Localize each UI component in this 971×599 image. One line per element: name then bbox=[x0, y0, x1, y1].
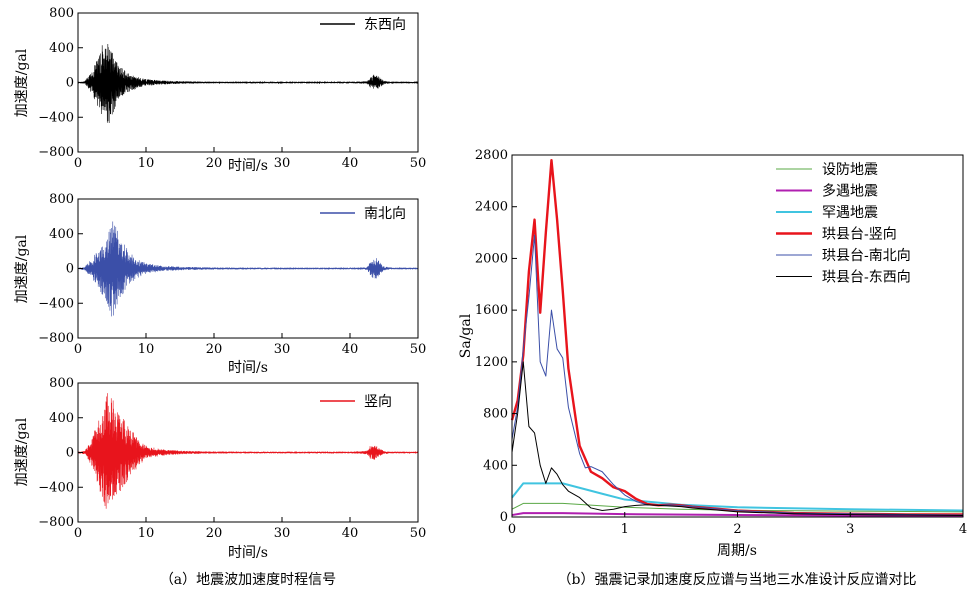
ew-x-tick-label: 40 bbox=[342, 156, 359, 171]
v-y-axis-label: 加速度/gal bbox=[14, 417, 30, 486]
v-y-tick-label: −800 bbox=[38, 515, 74, 530]
spectrum-y-tick-label: 0 bbox=[500, 510, 508, 525]
spectrum-x-tick-label: 2 bbox=[733, 522, 741, 537]
spectrum-axis-ticks: 0 400 800 1200 1600 2000 2400 2800 0 1 2 3 4 bbox=[475, 148, 967, 537]
ns-y-tick-label: −800 bbox=[38, 331, 74, 346]
ew-y-tick-label: −800 bbox=[38, 145, 74, 160]
ns-legend-label: 南北向 bbox=[364, 206, 406, 222]
ns-y-tick-label: −400 bbox=[38, 296, 74, 311]
v-waveform-line bbox=[77, 393, 419, 509]
ew-plot-area bbox=[77, 43, 419, 124]
spectrum-y-tick-label: 2400 bbox=[475, 200, 508, 215]
caption-a: （a）地震波加速度时程信号 bbox=[160, 572, 336, 588]
spectrum-y-tick-label: 400 bbox=[483, 458, 508, 473]
ns-y-tick-label: 800 bbox=[49, 192, 74, 207]
gongxian-ew-legend-label: 珙县台-东西向 bbox=[822, 270, 911, 286]
v-x-tick-label: 10 bbox=[138, 526, 155, 541]
v-y-tick-label: 800 bbox=[49, 376, 74, 391]
ew-y-tick-label: 800 bbox=[49, 6, 74, 21]
ns-y-tick-label: 400 bbox=[49, 227, 74, 242]
ns-x-tick-label: 40 bbox=[342, 342, 359, 357]
ew-y-tick-label: 0 bbox=[66, 76, 74, 91]
v-x-tick-label: 30 bbox=[274, 526, 291, 541]
gongxian-vertical-spectrum-line bbox=[510, 158, 963, 516]
ew-legend-label: 东西向 bbox=[364, 17, 406, 33]
v-x-tick-label: 50 bbox=[410, 526, 427, 541]
frequent-legend-label: 多遇地震 bbox=[822, 183, 878, 200]
spectrum-x-tick-label: 4 bbox=[959, 522, 967, 537]
spectrum-y-tick-label: 2800 bbox=[475, 148, 508, 163]
gongxian-vertical-legend-label: 珙县台-竖向 bbox=[822, 227, 897, 243]
ns-x-axis-label: 时间/s bbox=[228, 360, 268, 376]
ns-waveform-line bbox=[77, 221, 419, 317]
rare-legend-label: 罕遇地震 bbox=[822, 205, 878, 221]
ew-waveform-line bbox=[77, 43, 419, 124]
ew-x-tick-label: 10 bbox=[138, 156, 155, 171]
spectrum-x-tick-label: 3 bbox=[846, 522, 854, 537]
v-plot-area bbox=[77, 393, 419, 509]
v-x-axis-label: 时间/s bbox=[228, 545, 268, 561]
design-basis-legend-label: 设防地震 bbox=[822, 162, 878, 178]
ns-x-tick-label: 10 bbox=[138, 342, 155, 357]
spectrum-y-tick-label: 1200 bbox=[475, 355, 508, 370]
v-x-tick-label: 40 bbox=[342, 526, 359, 541]
gongxian-ew-spectrum-line bbox=[511, 361, 964, 516]
rare-spectrum-line bbox=[511, 482, 964, 512]
ns-x-tick-label: 20 bbox=[206, 342, 223, 357]
design-basis-spectrum-line bbox=[511, 502, 964, 513]
spectrum-y-axis-label: Sa/gal bbox=[458, 313, 474, 358]
ew-x-axis-label: 时间/s bbox=[228, 158, 268, 174]
ew-x-tick-label: 20 bbox=[206, 156, 223, 171]
ns-y-tick-label: 0 bbox=[66, 262, 74, 277]
ew-x-tick-label: 0 bbox=[74, 156, 82, 171]
ew-x-tick-label: 30 bbox=[274, 156, 291, 171]
v-x-tick-label: 0 bbox=[74, 526, 82, 541]
v-y-tick-label: −400 bbox=[38, 480, 74, 495]
ns-plot-area bbox=[77, 221, 419, 317]
gongxian-ns-spectrum-line bbox=[511, 234, 964, 516]
ns-y-axis-label: 加速度/gal bbox=[14, 234, 30, 303]
spectrum-axes-frame bbox=[511, 154, 964, 518]
ew-y-tick-label: 400 bbox=[49, 41, 74, 56]
v-x-tick-label: 20 bbox=[206, 526, 223, 541]
spectrum-y-tick-label: 800 bbox=[483, 407, 508, 422]
ew-y-axis-label: 加速度/gal bbox=[14, 48, 30, 117]
spectrum-y-tick-label: 2000 bbox=[475, 251, 508, 266]
ns-x-tick-label: 30 bbox=[274, 342, 291, 357]
ew-x-tick-label: 50 bbox=[410, 156, 427, 171]
spectrum-x-tick-label: 1 bbox=[621, 522, 629, 537]
spectrum-plot-area bbox=[510, 158, 964, 517]
v-y-tick-label: 0 bbox=[66, 446, 74, 461]
caption-b: （b）强震记录加速度反应谱与当地三水准设计反应谱对比 bbox=[558, 571, 917, 588]
ns-x-tick-label: 0 bbox=[74, 342, 82, 357]
gongxian-ns-legend-label: 珙县台-南北向 bbox=[822, 248, 911, 264]
v-y-tick-label: 400 bbox=[49, 411, 74, 426]
spectrum-x-tick-label: 0 bbox=[508, 522, 516, 537]
v-legend-label: 竖向 bbox=[364, 394, 392, 410]
spectrum-x-axis-label: 周期/s bbox=[717, 543, 757, 559]
ew-y-tick-label: −400 bbox=[38, 110, 74, 125]
ns-x-tick-label: 50 bbox=[410, 342, 427, 357]
spectrum-y-tick-label: 1600 bbox=[475, 303, 508, 318]
